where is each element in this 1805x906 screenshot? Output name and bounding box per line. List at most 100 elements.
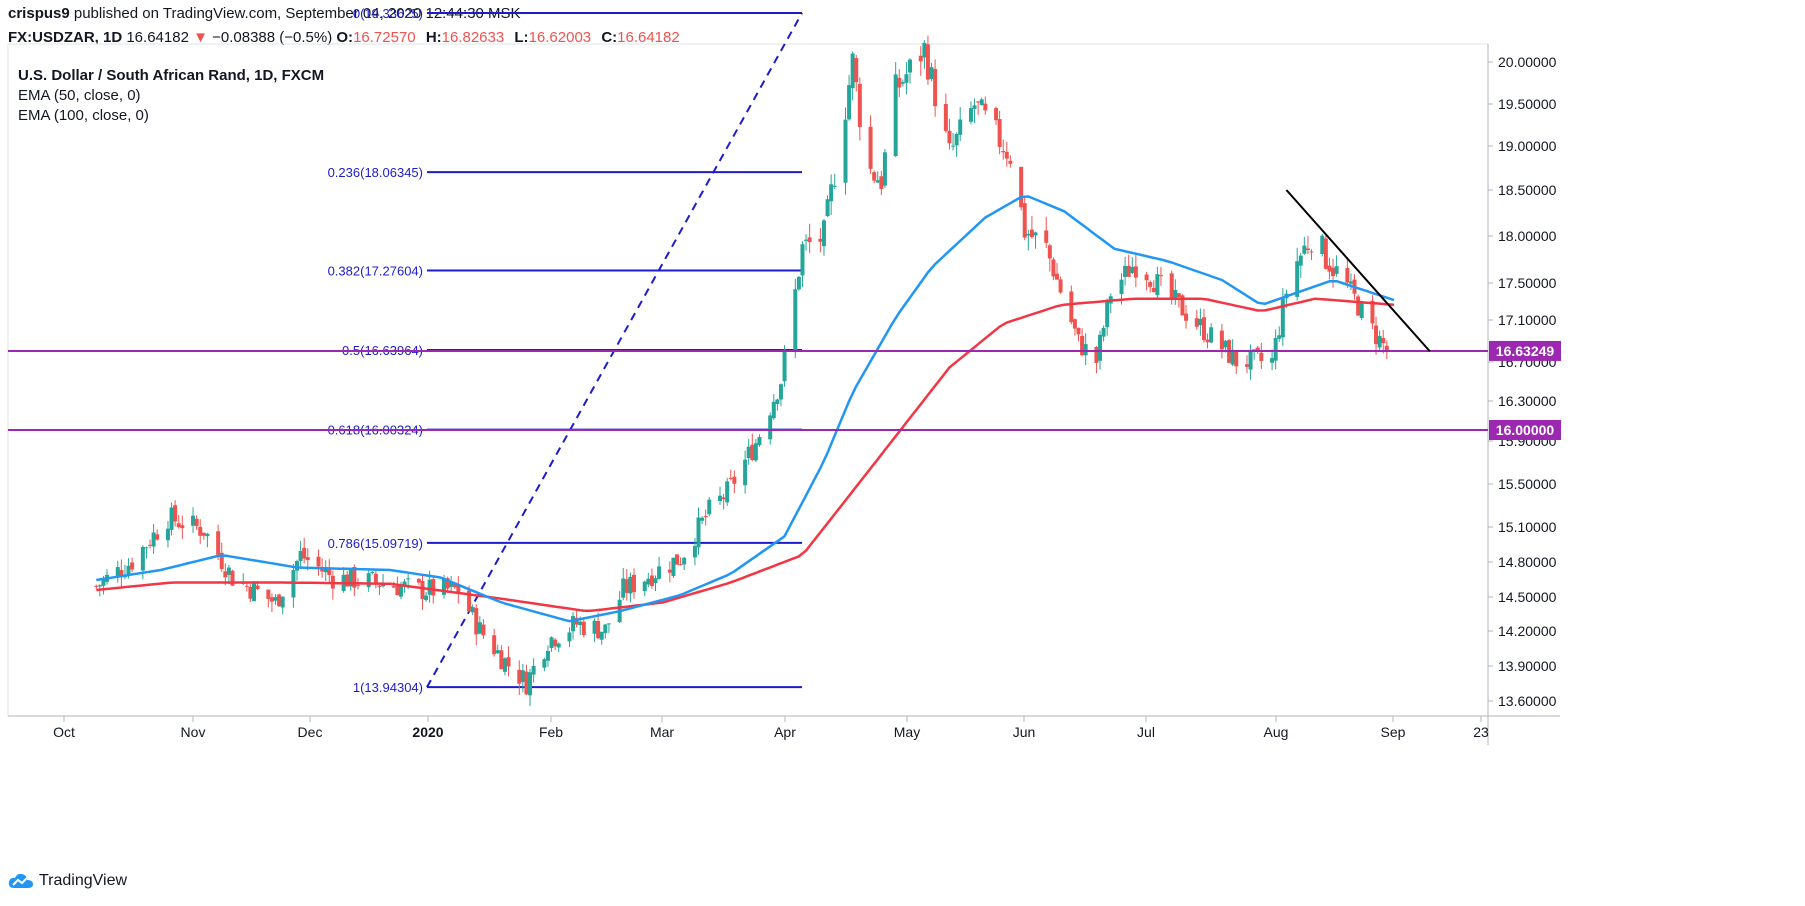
candle-up <box>151 532 156 547</box>
candle-down <box>176 523 181 528</box>
author-name[interactable]: crispus9 <box>8 5 70 22</box>
candle-down <box>148 544 153 546</box>
candle-up <box>144 547 149 549</box>
candle-down <box>1327 265 1332 272</box>
candle-up <box>954 133 959 146</box>
x-tick-label: 2020 <box>412 724 443 740</box>
candle-down <box>728 478 733 480</box>
candle-up <box>893 74 898 157</box>
candle-down <box>1176 293 1181 298</box>
candle-down <box>452 582 457 588</box>
candle-down <box>1259 352 1264 361</box>
ema100-legend[interactable]: EMA (100, close, 0) <box>18 107 149 124</box>
y-tick-label: 18.50000 <box>1498 182 1557 198</box>
y-tick-label: 14.80000 <box>1498 554 1557 570</box>
candle-up <box>381 584 386 587</box>
candle-up <box>850 53 855 89</box>
candle-down <box>997 119 1002 147</box>
price-badge <box>1489 420 1561 440</box>
x-tick-label: Aug <box>1264 724 1289 740</box>
candle-up <box>578 621 583 626</box>
close-value: 16.64182 <box>617 29 680 46</box>
candle-up <box>165 528 170 541</box>
candle-down <box>119 570 124 577</box>
ema50-legend[interactable]: EMA (50, close, 0) <box>18 87 141 104</box>
price-badge-label: 16.00000 <box>1496 422 1555 438</box>
candle-up <box>1101 327 1106 337</box>
candle-up <box>958 119 963 135</box>
candle-up <box>979 99 984 106</box>
candle-down <box>1356 296 1361 316</box>
candle-down <box>897 77 902 88</box>
x-tick-label: Jul <box>1137 724 1155 740</box>
candle-up <box>692 546 697 558</box>
candle-down <box>377 585 382 587</box>
candle-down <box>431 579 436 596</box>
candle-up <box>273 597 278 601</box>
candle-down <box>1094 347 1099 363</box>
candle-down <box>925 44 930 80</box>
candle-down <box>947 130 952 144</box>
candle-down <box>1058 279 1063 293</box>
candle-up <box>821 220 826 247</box>
candle-up <box>771 401 776 419</box>
candle-down <box>1331 267 1336 277</box>
candle-up <box>900 82 905 84</box>
candle-down <box>667 569 672 573</box>
y-tick-label: 17.10000 <box>1498 312 1557 328</box>
price-badge <box>1489 340 1561 361</box>
candle-up <box>370 571 375 573</box>
candle-down <box>194 518 199 527</box>
candle-down <box>345 574 350 587</box>
candle-up <box>1198 318 1203 326</box>
y-tick-label: 16.30000 <box>1498 393 1557 409</box>
candle-down <box>269 597 274 602</box>
down-arrow-icon: ▼ <box>193 29 208 46</box>
candle-down <box>1194 318 1199 327</box>
candle-down <box>1205 339 1210 343</box>
x-tick-label: May <box>894 724 920 740</box>
candle-down <box>918 55 923 62</box>
candle-up <box>191 515 196 526</box>
candle-up <box>398 585 403 597</box>
candle-up <box>567 632 572 642</box>
candle-up <box>1334 266 1339 274</box>
candle-down <box>1001 151 1006 153</box>
candle-up <box>646 578 651 585</box>
candle-up <box>477 622 482 634</box>
candle-up <box>1173 290 1178 299</box>
candle-up <box>226 567 231 575</box>
candle-down <box>854 58 859 83</box>
candle-up <box>1033 232 1038 236</box>
candle-up <box>298 550 303 562</box>
candle-down <box>879 176 884 189</box>
y-tick-label: 14.50000 <box>1498 589 1557 605</box>
candle-up <box>628 576 633 594</box>
candle-up <box>800 244 805 276</box>
candle-up <box>1273 338 1278 361</box>
candle-down <box>943 104 948 131</box>
candle-up <box>531 665 536 675</box>
candle-up <box>348 568 353 587</box>
plot-frame <box>7 43 1489 717</box>
candle-up <box>1280 298 1285 338</box>
instrument-title: U.S. Dollar / South African Rand, 1D, FX… <box>18 67 325 84</box>
candle-down <box>1201 317 1206 341</box>
tradingview-logo[interactable]: TradingView <box>8 872 127 890</box>
candle-down <box>818 238 823 242</box>
candle-up <box>682 557 687 565</box>
candle-down <box>872 172 877 181</box>
candle-up <box>642 581 647 592</box>
candle-up <box>520 670 525 682</box>
candle-down <box>1381 337 1386 344</box>
candle-up <box>746 446 751 459</box>
close-label: C: <box>601 29 618 46</box>
candle-up <box>951 145 956 147</box>
candle-down <box>155 534 160 540</box>
candle-down <box>553 639 558 647</box>
candle-up <box>366 573 371 588</box>
candle-up <box>707 499 712 515</box>
candle-up <box>972 105 977 109</box>
candle-up <box>115 566 120 578</box>
